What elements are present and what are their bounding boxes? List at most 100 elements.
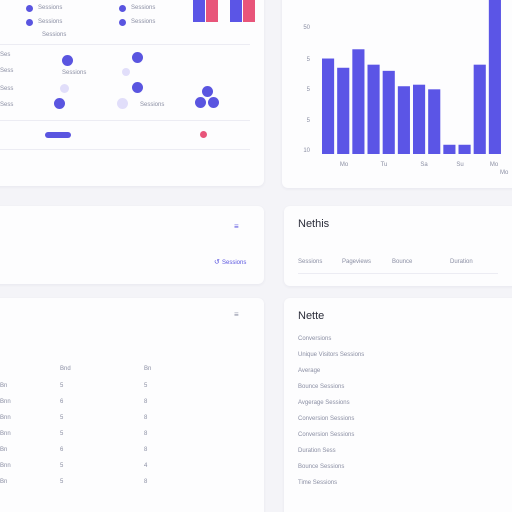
divider	[0, 149, 250, 150]
nette-list-item[interactable]: Conversion Sessions	[298, 416, 355, 422]
bar-chart-card: 50 5 5 5 10 Mo Tu Sa Su Mo Mo	[282, 0, 512, 188]
scatter-dot	[122, 68, 130, 76]
scatter-dot	[62, 55, 73, 66]
row-label-4: Sess	[0, 102, 14, 108]
table-row-label: Bnn	[0, 399, 11, 405]
row-value: Sessions	[62, 70, 87, 76]
nette-card: Nette Conversions Unique Visitors Session…	[284, 298, 512, 512]
divider	[0, 44, 250, 45]
bar	[352, 49, 365, 154]
bar	[322, 58, 335, 154]
y-tick-label: 5	[307, 87, 311, 93]
table-row-label: Bnn	[0, 415, 11, 421]
bar	[488, 0, 501, 154]
row-value: Sessions	[140, 102, 165, 108]
tab-pageviews[interactable]: Pageviews	[342, 259, 372, 265]
row-label-2: Sess	[0, 68, 14, 74]
primary-pill[interactable]	[45, 132, 71, 138]
row-label-3: Sess	[0, 86, 14, 92]
table-cell: 8	[144, 399, 148, 405]
scatter-dot	[132, 52, 143, 63]
table-cell: 5	[60, 479, 64, 485]
legend-dot-4	[119, 19, 126, 26]
status-text: Sessions	[222, 260, 247, 266]
bar	[458, 144, 471, 154]
scatter-dot	[54, 98, 65, 109]
table-cell: 6	[60, 399, 64, 405]
series-swatch-pink	[206, 0, 218, 22]
legend-dot-3	[26, 19, 33, 26]
table-row-label: Bnn	[0, 431, 11, 437]
table-cell: 5	[144, 383, 148, 389]
y-tick-label: 10	[303, 148, 310, 154]
nette-list-item[interactable]: Conversion Sessions	[298, 432, 355, 438]
tab-sessions[interactable]: Sessions	[298, 259, 323, 265]
legend-label-4: Sessions	[131, 19, 156, 25]
legend-label-3: Sessions	[38, 19, 63, 25]
legend-dot-1	[26, 5, 33, 12]
table-cell: 4	[144, 463, 148, 469]
table-row-label: Bnn	[0, 463, 11, 469]
divider	[0, 120, 250, 121]
nette-title: Nette	[298, 310, 325, 322]
table-header-1: Bnd	[60, 366, 71, 372]
nette-list-item[interactable]: Unique Visitors Sessions	[298, 352, 365, 358]
nette-list-item[interactable]: Bounce Sessions	[298, 464, 345, 470]
x-tick-label: Mo	[340, 162, 349, 168]
accent-dot	[200, 131, 207, 138]
metrics-title: Nethis	[298, 218, 330, 230]
dots-header: Sessions	[42, 32, 67, 38]
table-header-2: Bn	[144, 366, 152, 372]
table-cell: 6	[60, 447, 64, 453]
table-row-label: Bn	[0, 383, 8, 389]
table-cell: 8	[144, 447, 148, 453]
table-row-label: Bn	[0, 479, 8, 485]
series-swatch-pink-2	[243, 0, 255, 22]
table-cell: 8	[144, 415, 148, 421]
nette-list-item[interactable]: Avgerage Sessions	[298, 400, 350, 406]
nette-list-item[interactable]: Bounce Sessions	[298, 384, 345, 390]
chart-footer: Mo	[500, 170, 509, 176]
table-cell: 8	[144, 431, 148, 437]
table-cell: 8	[144, 479, 148, 485]
bar	[397, 86, 410, 154]
y-tick-label: 5	[307, 57, 311, 63]
scatter-dot	[208, 97, 219, 108]
x-tick-label: Sa	[420, 162, 428, 168]
table-cell: 5	[60, 463, 64, 469]
menu-icon[interactable]: ≡	[234, 222, 239, 231]
bar	[413, 84, 426, 154]
row-label-1: Ses	[0, 52, 11, 58]
nette-list-item[interactable]: Time Sessions	[298, 480, 338, 486]
status-card: ≡ ↺ Sessions	[0, 206, 264, 284]
scatter-dot	[202, 86, 213, 97]
table-cell: 5	[60, 431, 64, 437]
series-swatch-blue-2	[230, 0, 242, 22]
bar-chart: 50 5 5 5 10 Mo Tu Sa Su Mo	[303, 0, 501, 168]
legend-label-1: Sessions	[38, 5, 63, 11]
scatter-dot	[60, 84, 69, 93]
series-swatch-blue	[193, 0, 205, 22]
nette-list-item[interactable]: Average	[298, 368, 321, 374]
menu-icon[interactable]: ≡	[234, 310, 239, 319]
y-tick-label: 50	[303, 25, 310, 31]
bar	[428, 89, 441, 154]
table-row-label: Bn	[0, 447, 8, 453]
legend-dot-2	[119, 5, 126, 12]
bar	[443, 144, 456, 154]
table-card: ≡ Bnd Bn Bn 5 5 Bnn 6 8 Bnn 5 8 Bnn 5 8 Bn 6 8 Bnn 5 4 Bn 5…	[0, 298, 264, 512]
tab-bounce[interactable]: Bounce	[392, 259, 413, 265]
bar	[337, 67, 350, 154]
x-tick-label: Mo	[490, 162, 499, 168]
table-cell: 5	[60, 415, 64, 421]
x-tick-label: Su	[456, 162, 463, 168]
nette-list-item[interactable]: Conversions	[298, 336, 332, 342]
divider	[298, 273, 498, 274]
scatter-dot	[132, 82, 143, 93]
refresh-icon[interactable]: ↺	[214, 259, 220, 266]
scatter-dot	[195, 97, 206, 108]
tab-duration[interactable]: Duration	[450, 259, 473, 265]
legend-label-2: Sessions	[131, 5, 156, 11]
nette-list-item[interactable]: Duration Sess	[298, 448, 336, 454]
scatter-dot	[117, 98, 128, 109]
